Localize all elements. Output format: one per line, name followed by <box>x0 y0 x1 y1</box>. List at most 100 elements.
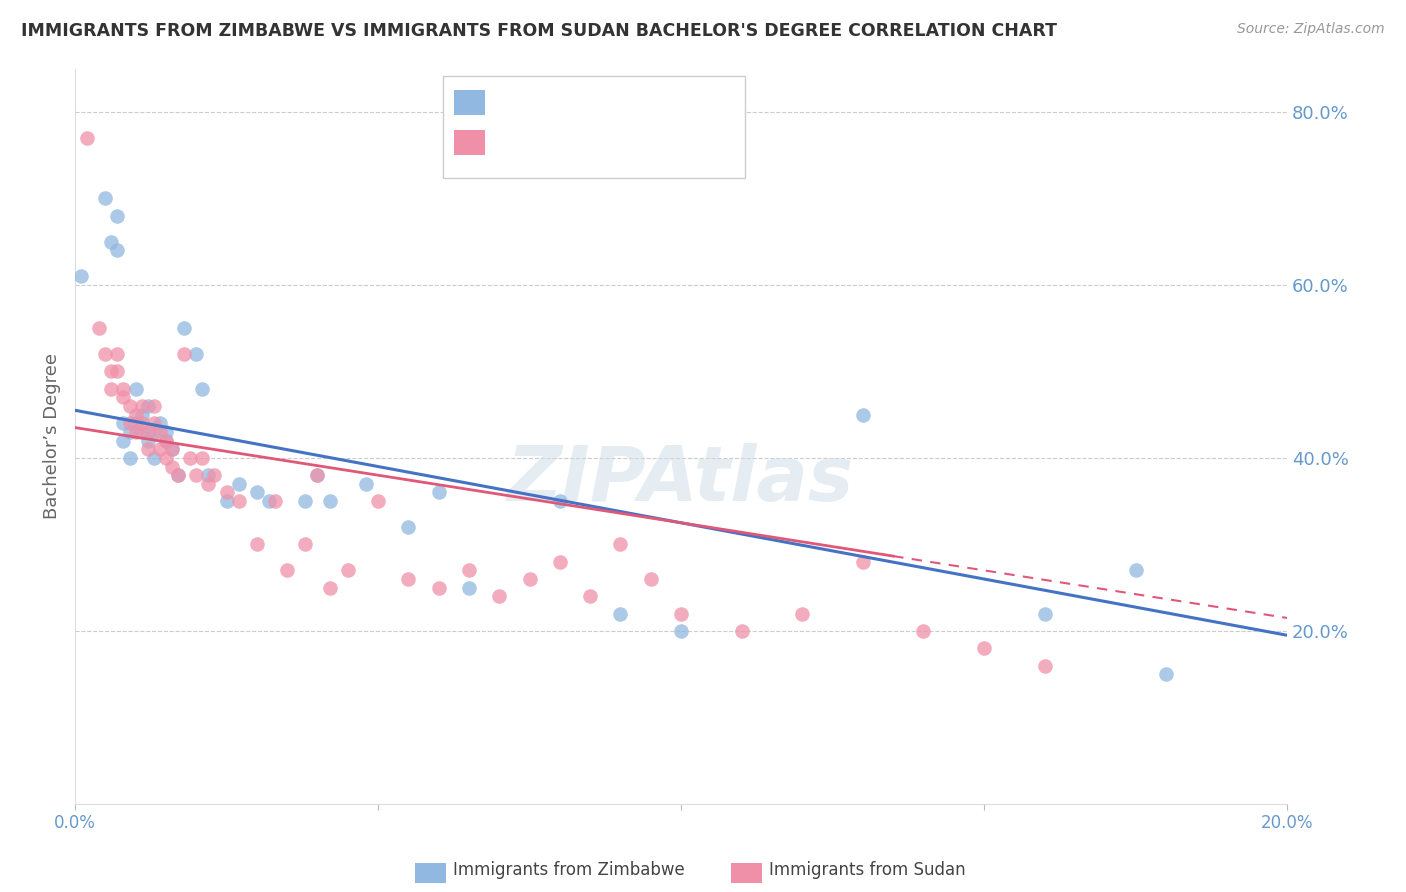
Text: Immigrants from Zimbabwe: Immigrants from Zimbabwe <box>453 861 685 879</box>
Point <box>100 382 122 396</box>
Point <box>107 209 129 223</box>
Point <box>124 382 146 396</box>
Point <box>173 347 195 361</box>
Point <box>136 434 159 448</box>
Point <box>792 607 814 621</box>
Point <box>548 494 571 508</box>
Point <box>100 235 122 249</box>
Point <box>142 417 165 431</box>
Point <box>131 408 153 422</box>
Point <box>136 425 159 439</box>
Point <box>912 624 935 638</box>
Point <box>112 417 135 431</box>
Point <box>149 442 172 457</box>
Point <box>318 494 340 508</box>
Point <box>730 624 752 638</box>
Point <box>191 382 214 396</box>
Point <box>215 494 238 508</box>
Point <box>294 494 316 508</box>
Point <box>155 425 177 439</box>
Point <box>173 321 195 335</box>
Point <box>669 607 692 621</box>
Point <box>519 572 541 586</box>
Point <box>100 364 122 378</box>
Point <box>609 607 631 621</box>
Point <box>118 417 141 431</box>
Text: R =: R = <box>496 134 533 152</box>
Point <box>142 399 165 413</box>
Point <box>160 459 183 474</box>
Point <box>124 417 146 431</box>
Point <box>136 399 159 413</box>
Point <box>276 563 298 577</box>
Point <box>107 244 129 258</box>
Point <box>215 485 238 500</box>
Text: IMMIGRANTS FROM ZIMBABWE VS IMMIGRANTS FROM SUDAN BACHELOR'S DEGREE CORRELATION : IMMIGRANTS FROM ZIMBABWE VS IMMIGRANTS F… <box>21 22 1057 40</box>
Point <box>179 450 201 465</box>
Point <box>427 485 450 500</box>
Point <box>131 399 153 413</box>
Text: R =: R = <box>496 94 533 112</box>
Point <box>136 442 159 457</box>
Point <box>155 450 177 465</box>
Point <box>257 494 280 508</box>
Point <box>264 494 287 508</box>
Point <box>973 641 995 656</box>
Point <box>118 450 141 465</box>
Text: Immigrants from Sudan: Immigrants from Sudan <box>769 861 966 879</box>
Point <box>167 468 190 483</box>
Point <box>354 476 377 491</box>
Text: N =: N = <box>605 134 641 152</box>
Point <box>367 494 389 508</box>
Point <box>112 382 135 396</box>
Point <box>118 425 141 439</box>
Point <box>142 425 165 439</box>
Point <box>852 408 875 422</box>
Point <box>160 442 183 457</box>
Point <box>94 347 117 361</box>
Point <box>149 417 172 431</box>
Point <box>458 563 481 577</box>
Point <box>202 468 225 483</box>
Point <box>131 425 153 439</box>
Point <box>579 590 602 604</box>
Point <box>1125 563 1147 577</box>
Point <box>228 494 250 508</box>
Text: N =: N = <box>605 94 641 112</box>
Text: 58: 58 <box>637 134 659 152</box>
Point <box>107 364 129 378</box>
Text: -0.180: -0.180 <box>531 134 591 152</box>
Y-axis label: Bachelor’s Degree: Bachelor’s Degree <box>44 353 60 519</box>
Point <box>197 468 219 483</box>
Text: 44: 44 <box>637 94 661 112</box>
Point <box>427 581 450 595</box>
Point <box>167 468 190 483</box>
Point <box>112 390 135 404</box>
Point <box>131 417 153 431</box>
Point <box>107 347 129 361</box>
Point <box>246 537 269 551</box>
Point <box>1154 667 1177 681</box>
Point <box>318 581 340 595</box>
Point <box>155 434 177 448</box>
Point <box>396 520 419 534</box>
Point <box>548 555 571 569</box>
Point <box>458 581 481 595</box>
Point <box>124 425 146 439</box>
Point <box>155 434 177 448</box>
Point <box>112 434 135 448</box>
Point <box>118 399 141 413</box>
Point <box>294 537 316 551</box>
Point <box>1033 607 1056 621</box>
Point <box>488 590 510 604</box>
Point <box>124 408 146 422</box>
Point <box>89 321 111 335</box>
Point <box>307 468 329 483</box>
Point <box>336 563 359 577</box>
Point <box>1033 658 1056 673</box>
Point <box>246 485 269 500</box>
Point <box>609 537 631 551</box>
Point <box>186 347 208 361</box>
Point <box>307 468 329 483</box>
Point <box>160 442 183 457</box>
